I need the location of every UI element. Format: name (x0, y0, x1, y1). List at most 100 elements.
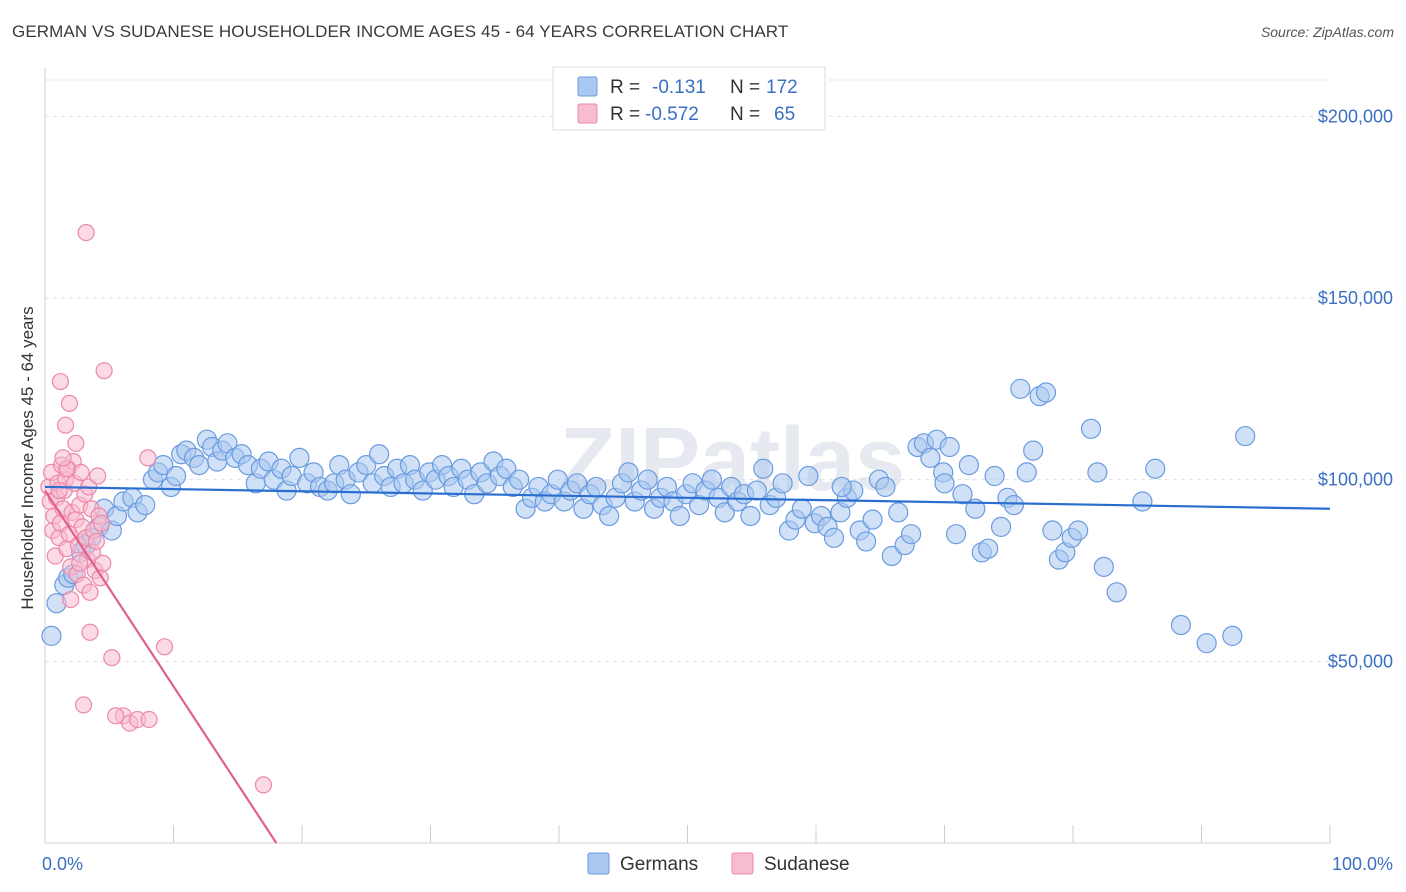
chart-title: GERMAN VS SUDANESE HOUSEHOLDER INCOME AG… (12, 22, 789, 41)
y-axis-title: Householder Income Ages 45 - 64 years (18, 306, 37, 609)
y-tick-label: $150,000 (1318, 288, 1393, 308)
y-tick-label: $100,000 (1318, 470, 1393, 490)
data-point-germans (586, 476, 607, 498)
trend-line-sudanese (44, 489, 278, 844)
legend-r-label: R = (610, 104, 640, 125)
trend-line-germans (44, 485, 1331, 510)
data-point-sudanese (139, 449, 157, 467)
data-point-sudanese (103, 649, 121, 667)
data-point-germans (1132, 491, 1153, 512)
x-tick-label: 100.0% (1332, 854, 1393, 874)
data-points (40, 224, 1256, 794)
data-point-germans (984, 465, 1005, 487)
data-point-germans (1093, 556, 1114, 577)
data-point-germans (1023, 440, 1044, 461)
data-point-germans (990, 516, 1012, 538)
data-point-germans (920, 447, 941, 468)
legend-swatch-germans (577, 76, 598, 97)
legend-box (552, 66, 826, 131)
data-point-germans (978, 538, 999, 559)
data-point-germans (1222, 625, 1243, 647)
data-point-germans (714, 502, 735, 523)
data-point-germans (41, 625, 62, 647)
data-point-sudanese (107, 707, 125, 725)
data-point-germans (566, 473, 588, 494)
data-point-germans (547, 469, 568, 490)
data-point-germans (701, 469, 723, 490)
legend-r-value: -0.572 (645, 104, 699, 125)
data-point-sudanese (94, 554, 112, 572)
trend-lines (44, 485, 1331, 844)
data-point-sudanese (72, 463, 90, 481)
data-point-sudanese (62, 590, 80, 609)
legend-label-sudanese: Sudanese (764, 854, 850, 875)
data-point-sudanese (67, 434, 85, 452)
data-point-germans (135, 495, 156, 516)
legend-r-label: R = (610, 77, 640, 98)
data-point-germans (1145, 458, 1166, 479)
data-point-germans (1170, 614, 1192, 636)
data-point-germans (1087, 462, 1108, 483)
data-point-germans (772, 473, 793, 494)
data-point-germans (637, 469, 658, 490)
data-point-germans (881, 545, 902, 567)
legend-top: R = -0.131 N = 172 R = -0.572 N = 65 (552, 66, 826, 131)
data-point-germans (1016, 462, 1037, 483)
data-point-sudanese (87, 532, 106, 551)
data-point-germans (165, 465, 187, 487)
x-tick-label: 0.0% (42, 854, 83, 874)
data-point-germans (900, 524, 922, 545)
legend-n-value: 172 (766, 77, 798, 98)
data-point-germans (1196, 633, 1217, 654)
data-point-sudanese (254, 776, 273, 794)
data-point-germans (189, 455, 210, 476)
data-point-sudanese (81, 583, 99, 601)
data-point-germans (1010, 378, 1031, 399)
data-point-germans (1042, 520, 1063, 541)
legend-r-value: -0.131 (652, 77, 706, 98)
data-point-germans (618, 462, 639, 483)
data-point-sudanese (89, 467, 107, 485)
data-point-germans (862, 509, 883, 530)
data-point-germans (856, 531, 877, 552)
data-point-germans (340, 484, 361, 505)
data-point-sudanese (50, 481, 68, 500)
data-point-sudanese (71, 554, 89, 572)
data-point-germans (1035, 382, 1057, 403)
data-point-germans (965, 498, 986, 519)
data-point-germans (509, 469, 530, 490)
grid-lines (45, 79, 1330, 662)
data-point-sudanese (51, 372, 70, 391)
data-point-sudanese (81, 623, 99, 641)
x-tick-labels: 0.0% 100.0% (42, 854, 1393, 874)
data-point-germans (1080, 418, 1102, 439)
data-point-germans (831, 476, 852, 498)
legend-n-label: N = (730, 104, 760, 125)
source-label: Source: ZipAtlas.com (1260, 24, 1394, 40)
legend-swatch-sudanese (577, 103, 598, 124)
data-point-germans (153, 455, 174, 476)
data-point-germans (958, 455, 980, 476)
legend-n-value: 65 (774, 104, 795, 125)
data-point-germans (934, 473, 955, 494)
data-point-germans (369, 444, 390, 465)
data-point-germans (945, 524, 967, 545)
data-point-germans (599, 505, 620, 527)
data-point-germans (740, 505, 761, 527)
y-tick-label: $50,000 (1328, 651, 1393, 671)
axes (44, 68, 1331, 844)
legend-n-label: N = (730, 77, 760, 98)
data-point-germans (1235, 425, 1256, 447)
data-point-germans (888, 502, 909, 523)
data-point-sudanese (56, 416, 75, 434)
legend-swatch-sudanese (731, 852, 754, 875)
data-point-germans (753, 458, 774, 479)
y-tick-labels: $50,000 $100,000 $150,000 $200,000 (1318, 106, 1393, 671)
data-point-germans (669, 505, 690, 527)
data-point-germans (798, 465, 819, 487)
data-point-sudanese (74, 696, 93, 714)
data-point-germans (289, 447, 310, 468)
data-point-germans (875, 476, 896, 498)
data-point-sudanese (54, 449, 72, 467)
